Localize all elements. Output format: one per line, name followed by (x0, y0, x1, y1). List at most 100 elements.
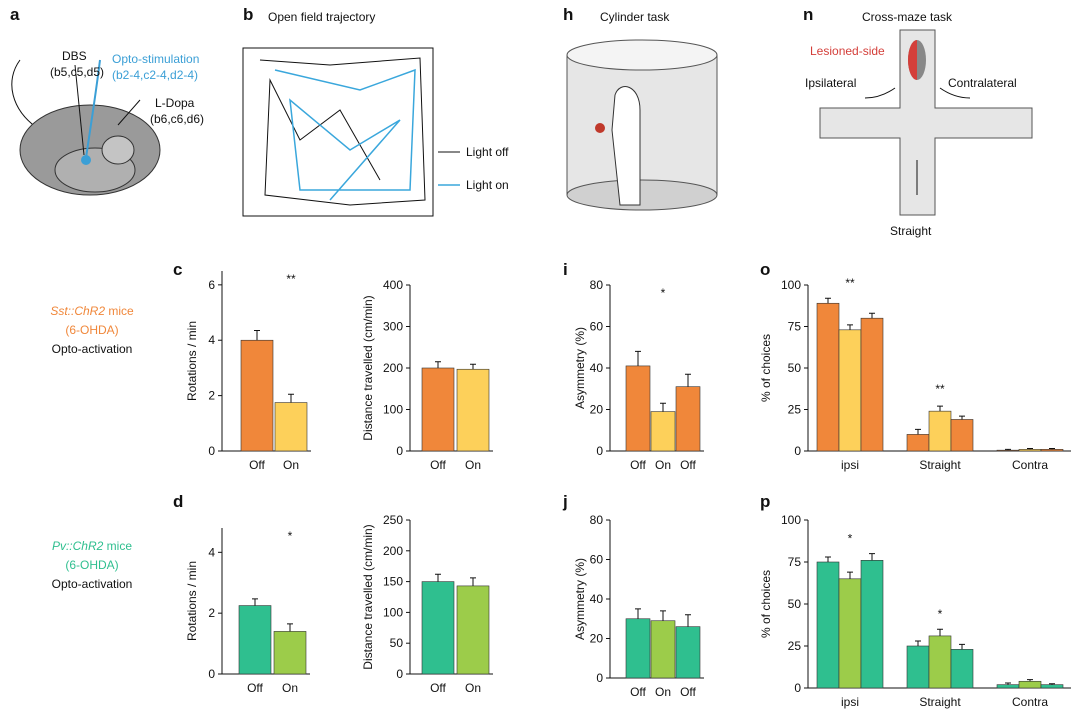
significance: ** (286, 272, 296, 286)
label: Ipsilateral (805, 76, 856, 90)
error-bar (1027, 448, 1033, 450)
error-bar (959, 643, 965, 650)
error-bar (1005, 448, 1011, 451)
panel-label: n (803, 5, 813, 24)
row-label: Opto-activation (52, 342, 133, 356)
panel-label: b (243, 5, 253, 24)
y-tick-label: 20 (590, 403, 604, 417)
bar (273, 631, 307, 675)
cylinder (566, 39, 718, 211)
error-bar (685, 373, 691, 387)
row-label: Pv::ChR2 mice (52, 539, 132, 553)
bar (996, 684, 1020, 689)
y-axis-label: Asymmetry (%) (573, 327, 587, 409)
y-axis-label: % of choices (759, 570, 773, 638)
row-label-rest: mice (108, 304, 134, 318)
bar (650, 620, 676, 679)
significance: * (848, 531, 853, 545)
panel-label: o (760, 260, 770, 279)
y-tick-label: 0 (794, 681, 801, 695)
panel-label: i (563, 260, 568, 279)
x-tick-label: On (283, 458, 299, 472)
y-tick-label: 75 (788, 555, 802, 569)
label: (b5,c5,d5) (50, 65, 104, 79)
y-tick-label: 6 (208, 278, 215, 292)
label: DBS (62, 49, 87, 63)
y-tick-label: 250 (383, 513, 403, 527)
bar (421, 581, 455, 675)
error-bar (825, 297, 831, 304)
bar (456, 368, 490, 452)
y-tick-label: 4 (208, 333, 215, 347)
y-tick-label: 0 (596, 671, 603, 685)
y-axis-label: Rotations / min (185, 561, 199, 641)
arena (242, 47, 434, 217)
bar (928, 410, 952, 452)
bar (816, 561, 840, 689)
y-tick-label: 40 (590, 592, 604, 606)
y-tick-label: 100 (383, 605, 403, 619)
error-bar (1049, 448, 1055, 450)
row-label: Sst::ChR2 mice (50, 304, 134, 318)
x-tick-label: On (465, 458, 481, 472)
bar (906, 434, 930, 452)
error-bar (287, 623, 293, 632)
bar (838, 329, 862, 452)
y-tick-label: 25 (788, 639, 802, 653)
error-bar (254, 330, 260, 341)
error-bar (435, 573, 441, 582)
y-tick-label: 0 (596, 444, 603, 458)
x-tick-label: Off (430, 458, 446, 472)
bar (675, 626, 701, 679)
row-label: (6-OHDA) (65, 323, 118, 337)
x-tick-label: On (655, 685, 671, 699)
y-tick-label: 100 (781, 278, 801, 292)
y-tick-label: 75 (788, 320, 802, 334)
panel-title: Cylinder task (600, 10, 670, 24)
y-tick-label: 40 (590, 361, 604, 375)
significance: * (938, 607, 943, 621)
bar (1040, 684, 1064, 689)
error-bar (1005, 682, 1011, 685)
y-tick-label: 2 (208, 606, 215, 620)
y-tick-label: 150 (383, 575, 403, 589)
y-tick-label: 80 (590, 513, 604, 527)
x-tick-label: Off (630, 458, 646, 472)
row-label-rest: mice (107, 539, 133, 553)
error-bar (660, 610, 666, 621)
bar (675, 386, 701, 452)
significance: ** (845, 276, 855, 290)
label: (b2-4,c2-4,d2-4) (112, 68, 198, 82)
x-tick-label: Straight (919, 695, 961, 709)
error-bar (1027, 679, 1033, 682)
cross-maze (819, 29, 1033, 216)
label: Opto-stimulation (112, 52, 199, 66)
row-label-italic: Sst::ChR2 (50, 304, 105, 318)
label: L-Dopa (155, 96, 195, 110)
x-tick-label: Off (680, 458, 696, 472)
bar (906, 645, 930, 689)
label: Straight (890, 224, 932, 238)
label: Contralateral (948, 76, 1017, 90)
bar (421, 367, 455, 452)
error-bar (635, 350, 641, 366)
error-bar (937, 405, 943, 412)
bar (950, 419, 974, 452)
x-tick-label: Off (630, 685, 646, 699)
error-bar (470, 577, 476, 586)
bar (860, 560, 884, 689)
y-tick-label: 80 (590, 278, 604, 292)
y-tick-label: 200 (383, 544, 403, 558)
error-bar (847, 324, 853, 330)
row-label: Opto-activation (52, 577, 133, 591)
bar (650, 411, 676, 452)
bar (950, 649, 974, 689)
y-axis-label: Distance travelled (cm/min) (361, 524, 375, 669)
lesion (908, 40, 917, 80)
error-bar (869, 312, 875, 319)
legend-label: Light off (466, 145, 509, 159)
y-axis-label: Rotations / min (185, 321, 199, 401)
bar (1018, 680, 1042, 689)
y-axis-label: Asymmetry (%) (573, 558, 587, 640)
